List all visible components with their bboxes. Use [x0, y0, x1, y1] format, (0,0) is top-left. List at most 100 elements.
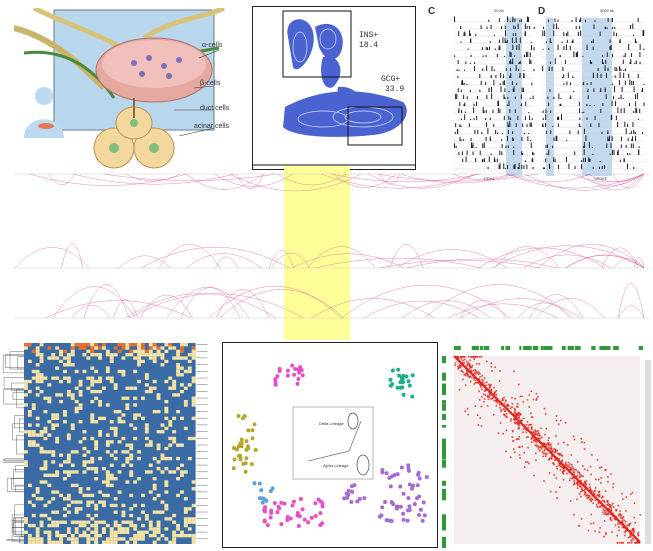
- heatmap-cell: [90, 349, 95, 354]
- tsne-point: [417, 476, 422, 481]
- contact-point: [588, 498, 591, 501]
- contact-point: [633, 502, 636, 505]
- contact-point: [584, 481, 587, 484]
- contact-point: [625, 496, 628, 498]
- heatmap-cell: [160, 353, 165, 357]
- dendrogram-branch: [2, 355, 24, 374]
- contact-point: [473, 383, 475, 385]
- track-peak: [593, 104, 595, 106]
- contact-point: [469, 359, 472, 362]
- contact-point: [637, 541, 639, 543]
- track-peak: [499, 163, 501, 169]
- heatmap-cell: [55, 413, 60, 417]
- contact-point: [511, 402, 514, 405]
- tsne-point: [288, 516, 293, 521]
- heatmap-cell: [82, 436, 87, 441]
- contact-point: [462, 371, 464, 373]
- contact-point: [567, 461, 570, 464]
- contact-point: [608, 504, 611, 506]
- dendrogram-branch: [13, 522, 24, 535]
- track-peak: [486, 65, 488, 71]
- contact-point: [570, 477, 572, 479]
- track-peak: [490, 153, 492, 155]
- track-peak: [525, 51, 527, 57]
- contact-point: [607, 507, 610, 510]
- beta-cells-label: β-cells: [200, 80, 221, 87]
- track-peak: [552, 145, 554, 148]
- contact-point: [532, 398, 535, 401]
- contact-point: [528, 394, 531, 396]
- dendrogram-branch: [9, 351, 24, 370]
- track-peak: [522, 153, 524, 155]
- heatmap-cell: [137, 356, 141, 360]
- track-peak: [498, 100, 500, 106]
- contact-point: [535, 441, 537, 443]
- track-peak: [623, 55, 625, 57]
- heatmap-cell: [191, 396, 196, 400]
- acinar-cluster-icon: [93, 98, 175, 169]
- heatmap-cell: [55, 423, 60, 427]
- track-peak: [528, 132, 530, 134]
- heatmap-cell: [59, 349, 63, 354]
- tsne-scatter: [231, 363, 429, 528]
- heatmap-cell: [164, 379, 169, 384]
- track-peak: [504, 88, 506, 92]
- heatmap-cell: [164, 399, 169, 404]
- interaction-arc: [618, 305, 645, 319]
- heatmap-cell: [39, 520, 44, 524]
- contact-point: [520, 419, 522, 422]
- heatmap-cell: [51, 426, 56, 431]
- heatmap-cell: [176, 410, 180, 414]
- track-peak: [586, 44, 588, 50]
- heatmap-cell: [183, 399, 188, 404]
- track-peak: [524, 160, 526, 162]
- contact-point: [626, 526, 628, 528]
- contact-point: [536, 433, 538, 436]
- tsne-point: [273, 379, 278, 384]
- track-peak: [613, 31, 615, 36]
- track-peak: [643, 30, 645, 36]
- heatmap-cell: [24, 393, 28, 397]
- heatmap-cell: [172, 540, 177, 544]
- track-peak: [628, 73, 630, 78]
- gene-annotation-left: [442, 480, 446, 486]
- heatmap-cell: [187, 507, 192, 511]
- track-peak: [597, 68, 599, 71]
- contact-point: [621, 492, 623, 495]
- hic-scrollbar[interactable]: [645, 360, 651, 544]
- track-peak: [618, 80, 620, 85]
- genome-tracks: C D 20 kb 3000 kb PDX1 SPDEF: [424, 6, 650, 184]
- track-peak: [630, 130, 632, 134]
- heatmap-cell: [109, 453, 114, 457]
- tsne-point: [390, 368, 395, 373]
- contact-point: [531, 416, 534, 419]
- heatmap-cell: [59, 537, 63, 541]
- heatmap-cell: [129, 520, 134, 524]
- contact-point: [632, 528, 635, 531]
- tsne-point: [401, 511, 406, 516]
- tsne-point: [279, 500, 284, 505]
- contact-point: [466, 370, 468, 373]
- heatmap-cell: [43, 460, 48, 464]
- contact-point: [507, 403, 509, 406]
- heatmap-cell: [125, 406, 130, 410]
- gene-annotation-top: [613, 346, 619, 350]
- contact-point: [570, 464, 573, 466]
- contact-point: [583, 441, 586, 444]
- heatmap-cell: [187, 520, 192, 524]
- heatmap-cell: [121, 520, 126, 524]
- contact-point: [462, 359, 464, 362]
- track-peak: [523, 72, 525, 78]
- tsne-point: [263, 505, 268, 510]
- contact-point: [535, 430, 537, 433]
- heatmap-cell: [187, 369, 192, 374]
- tsne-point: [412, 502, 417, 507]
- contact-point: [541, 436, 543, 439]
- contact-point: [533, 440, 536, 442]
- contact-point: [503, 396, 505, 399]
- track-peak: [585, 135, 587, 141]
- heatmap-cell: [86, 356, 91, 360]
- contact-point: [582, 489, 584, 492]
- heatmap-cell: [86, 466, 91, 471]
- heatmap-cell: [187, 533, 192, 538]
